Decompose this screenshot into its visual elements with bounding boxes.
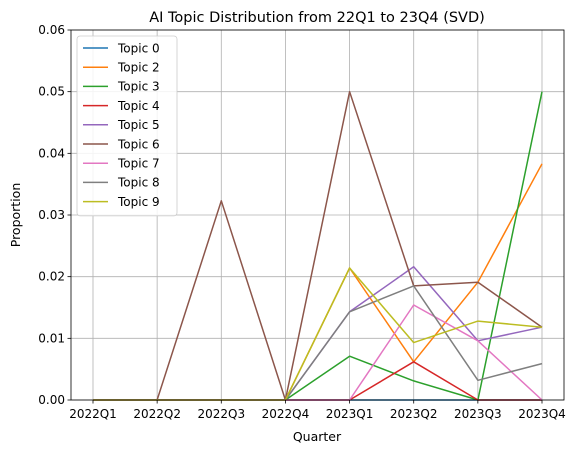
x-tick-label: 2023Q2: [390, 407, 438, 421]
series-line-topic-8: [93, 285, 543, 401]
y-axis-label: Proportion: [8, 183, 23, 248]
x-tick-label: 2023Q4: [518, 407, 566, 421]
x-tick-label: 2022Q1: [69, 407, 117, 421]
legend-label-topic-0: Topic 0: [117, 41, 160, 55]
x-axis-label: Quarter: [293, 429, 342, 444]
series-line-topic-9: [93, 267, 543, 401]
y-tick-label: 0.00: [38, 393, 65, 407]
y-tick-label: 0.03: [38, 208, 65, 222]
x-tick-label: 2023Q3: [454, 407, 502, 421]
y-tick-label: 0.06: [38, 23, 65, 37]
legend-box: [76, 35, 178, 217]
x-tick-label: 2022Q3: [197, 407, 245, 421]
legend-label-topic-3: Topic 3: [117, 80, 160, 94]
y-tick-label: 0.01: [38, 331, 65, 345]
legend-label-topic-7: Topic 7: [117, 157, 160, 171]
x-axis-ticks: 2022Q1 2022Q2 2022Q3 2022Q4 2023Q1 2023Q2 2023…: [69, 400, 566, 421]
legend: Topic 0 Topic 2 Topic 3 Topic 4 Topic 5 Topic…: [76, 35, 178, 217]
legend-label-topic-6: Topic 6: [117, 137, 160, 151]
y-tick-label: 0.04: [38, 146, 65, 160]
legend-label-topic-9: Topic 9: [117, 195, 160, 209]
legend-label-topic-5: Topic 5: [117, 118, 160, 132]
y-tick-label: 0.02: [38, 270, 65, 284]
series-line-topic-4: [93, 361, 542, 401]
x-tick-label: 2022Q2: [133, 407, 181, 421]
series-line-topic-7: [93, 304, 543, 401]
legend-label-topic-8: Topic 8: [117, 176, 160, 190]
legend-label-topic-4: Topic 4: [117, 99, 160, 113]
y-axis-ticks: 0.00 0.01 0.02 0.03 0.04 0.05 0.06: [38, 23, 71, 407]
series-line-topic-6: [93, 90, 543, 401]
x-tick-label: 2023Q1: [326, 407, 374, 421]
x-tick-label: 2022Q4: [262, 407, 310, 421]
y-tick-label: 0.05: [38, 85, 65, 99]
legend-label-topic-2: Topic 2: [117, 61, 160, 75]
chart-title: AI Topic Distribution from 22Q1 to 23Q4 …: [149, 10, 485, 26]
